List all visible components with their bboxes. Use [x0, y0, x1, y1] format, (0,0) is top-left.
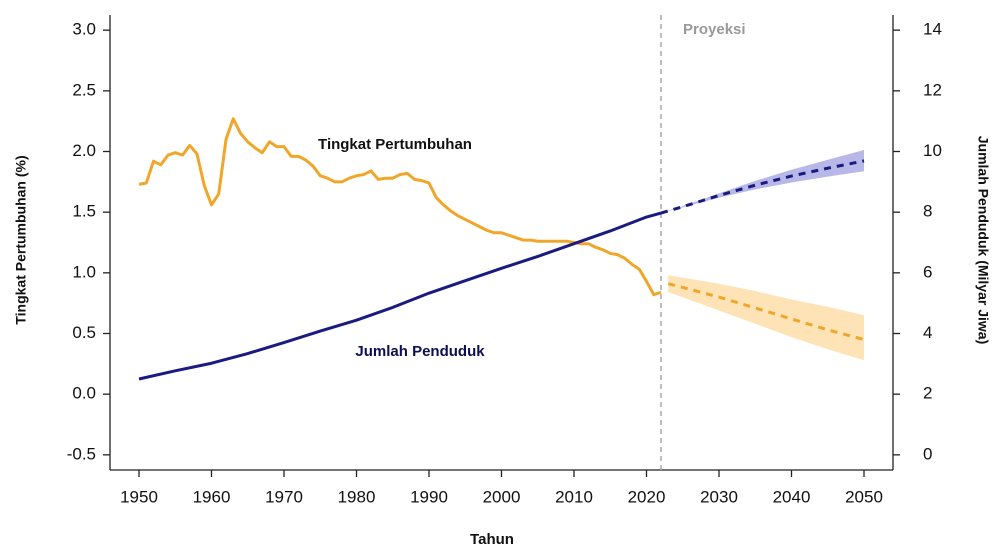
y-tick-label: 0.5 — [72, 323, 96, 342]
y-tick-label: 0.0 — [72, 384, 96, 403]
projection-label: Proyeksi — [683, 21, 746, 38]
y-tick-label: 2.5 — [72, 80, 96, 99]
y2-tick-label: 2 — [923, 384, 932, 403]
y-tick-label: -0.5 — [67, 444, 96, 463]
y2-tick-label: 8 — [923, 202, 932, 221]
x-tick-label: 2010 — [555, 487, 593, 506]
y-tick-label: 3.0 — [72, 20, 96, 39]
x-tick-label: 2030 — [700, 487, 738, 506]
y2-tick-label: 6 — [923, 262, 932, 281]
y2-tick-label: 10 — [923, 141, 942, 160]
x-tick-label: 1990 — [410, 487, 448, 506]
x-tick-label: 1960 — [193, 487, 231, 506]
x-tick-label: 1970 — [265, 487, 303, 506]
x-tick-label: 2020 — [628, 487, 666, 506]
y2-tick-label: 0 — [923, 444, 932, 463]
x-tick-label: 1950 — [120, 487, 158, 506]
x-tick-label: 2050 — [845, 487, 883, 506]
series-line — [660, 159, 865, 215]
annotation: Tingkat Pertumbuhan — [318, 136, 472, 153]
y-tick-label: 1.0 — [72, 262, 96, 281]
x-tick-label: 2040 — [773, 487, 811, 506]
x-tick-label: 1980 — [338, 487, 376, 506]
y2-tick-label: 4 — [923, 323, 932, 342]
series-line — [138, 211, 662, 381]
projection-band — [668, 275, 864, 361]
y2-axis-title: Jumlah Penduduk (Milyar Jiwa) — [975, 136, 991, 345]
x-axis-title: Tahun — [470, 531, 514, 548]
annotation: Jumlah Penduduk — [355, 343, 485, 360]
y-tick-label: 2.0 — [72, 141, 96, 160]
y2-tick-label: 12 — [923, 80, 942, 99]
y-axis-title: Tingkat Pertumbuhan (%) — [13, 155, 29, 324]
x-tick-label: 2000 — [483, 487, 521, 506]
series-line — [667, 282, 865, 342]
y-tick-label: 1.5 — [72, 202, 96, 221]
y2-tick-label: 14 — [923, 20, 942, 39]
